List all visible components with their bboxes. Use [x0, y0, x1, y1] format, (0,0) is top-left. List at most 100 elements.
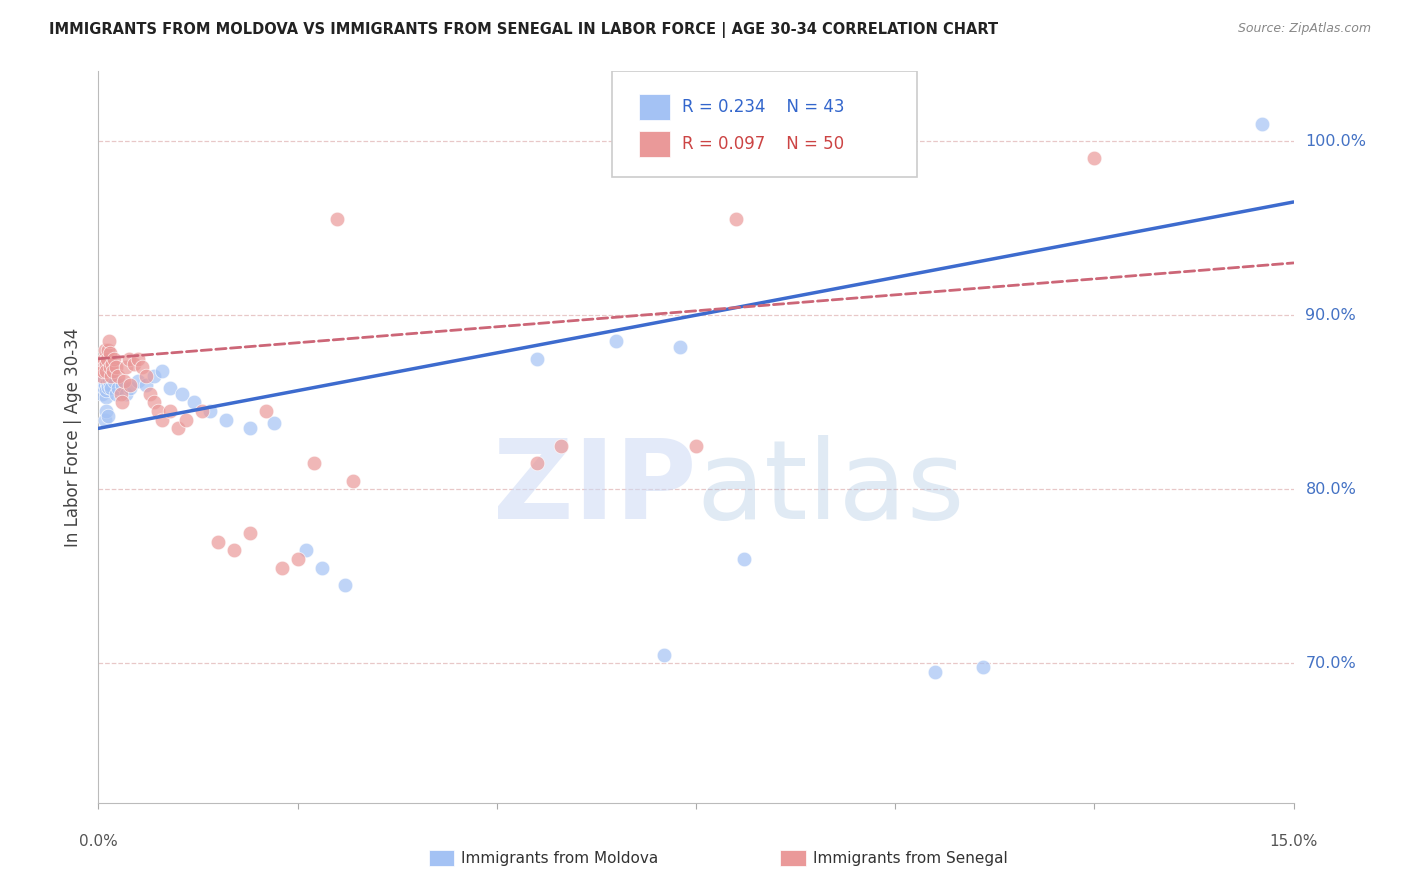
Point — [270, 560, 292, 574]
FancyBboxPatch shape — [638, 94, 669, 120]
Point — [335, 578, 357, 592]
Point — [207, 534, 229, 549]
Text: ZIP: ZIP — [492, 434, 696, 541]
Point — [172, 386, 194, 401]
Point — [91, 386, 114, 401]
Point — [924, 665, 946, 680]
Point — [526, 351, 548, 366]
Text: 100.0%: 100.0% — [1305, 134, 1367, 149]
Text: 15.0%: 15.0% — [1270, 834, 1317, 849]
Point — [198, 404, 221, 418]
Point — [669, 339, 692, 353]
Point — [124, 357, 146, 371]
Point — [127, 375, 149, 389]
Point — [100, 381, 122, 395]
Point — [135, 369, 157, 384]
FancyBboxPatch shape — [612, 71, 917, 178]
Point — [174, 412, 197, 426]
Point — [724, 212, 747, 227]
FancyBboxPatch shape — [638, 130, 669, 157]
Point — [94, 377, 117, 392]
Point — [972, 660, 994, 674]
Text: IMMIGRANTS FROM MOLDOVA VS IMMIGRANTS FROM SENEGAL IN LABOR FORCE | AGE 30-34 CO: IMMIGRANTS FROM MOLDOVA VS IMMIGRANTS FR… — [49, 22, 998, 38]
Text: R = 0.097    N = 50: R = 0.097 N = 50 — [682, 135, 844, 153]
Point — [98, 377, 122, 392]
Point — [94, 412, 117, 426]
Text: atlas: atlas — [696, 434, 965, 541]
Point — [127, 351, 149, 366]
Text: Immigrants from Moldova: Immigrants from Moldova — [461, 851, 658, 865]
Point — [167, 421, 190, 435]
Point — [143, 369, 166, 384]
Point — [148, 404, 170, 418]
Text: 80.0%: 80.0% — [1305, 482, 1357, 497]
Point — [96, 404, 118, 418]
Point — [104, 386, 127, 401]
Point — [91, 357, 114, 371]
Point — [326, 212, 349, 227]
Point — [97, 409, 120, 424]
Point — [139, 386, 162, 401]
Point — [302, 456, 325, 470]
Point — [159, 381, 181, 395]
Point — [294, 543, 316, 558]
Point — [107, 381, 129, 395]
Point — [98, 360, 122, 375]
Point — [150, 412, 173, 426]
Point — [98, 346, 121, 360]
Point — [93, 351, 115, 366]
Point — [254, 404, 277, 418]
Point — [215, 412, 238, 426]
Point — [94, 390, 117, 404]
Point — [135, 377, 157, 392]
Text: R = 0.234    N = 43: R = 0.234 N = 43 — [682, 98, 844, 116]
Point — [183, 395, 205, 409]
Point — [96, 364, 118, 378]
Point — [97, 343, 120, 357]
Point — [342, 474, 364, 488]
Point — [287, 552, 309, 566]
Point — [526, 456, 548, 470]
Point — [91, 375, 114, 389]
Point — [94, 357, 117, 371]
Point — [222, 543, 245, 558]
Point — [239, 525, 262, 540]
Point — [96, 376, 118, 390]
Point — [605, 334, 627, 349]
Point — [131, 360, 153, 375]
Point — [115, 386, 138, 401]
Point — [159, 404, 181, 418]
Point — [685, 439, 707, 453]
Point — [118, 351, 141, 366]
Point — [91, 364, 114, 378]
Point — [93, 381, 115, 395]
Point — [263, 416, 285, 430]
Point — [1250, 117, 1272, 131]
Text: Immigrants from Senegal: Immigrants from Senegal — [813, 851, 1008, 865]
Text: 0.0%: 0.0% — [79, 834, 118, 849]
Point — [103, 375, 125, 389]
Text: 70.0%: 70.0% — [1305, 656, 1357, 671]
Point — [103, 351, 125, 366]
Point — [104, 360, 127, 375]
Point — [652, 648, 675, 662]
Point — [120, 377, 142, 392]
Point — [115, 360, 138, 375]
Point — [110, 386, 132, 401]
Point — [733, 552, 755, 566]
Point — [97, 373, 120, 387]
Y-axis label: In Labor Force | Age 30-34: In Labor Force | Age 30-34 — [65, 327, 83, 547]
Point — [94, 343, 117, 357]
Point — [97, 334, 120, 349]
Point — [191, 404, 214, 418]
Text: Source: ZipAtlas.com: Source: ZipAtlas.com — [1237, 22, 1371, 36]
Point — [101, 357, 124, 371]
Point — [101, 364, 124, 378]
Point — [150, 364, 173, 378]
Point — [111, 395, 134, 409]
Point — [239, 421, 262, 435]
Point — [90, 369, 112, 384]
Point — [111, 377, 134, 392]
Text: 90.0%: 90.0% — [1305, 308, 1357, 323]
Point — [97, 379, 120, 393]
